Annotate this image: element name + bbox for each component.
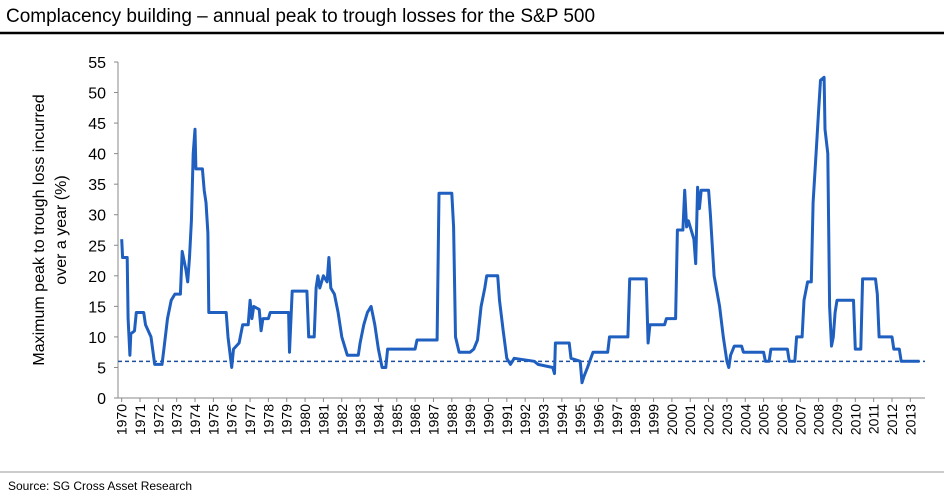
x-tick-label: 1988 [444,404,460,435]
data-line [120,75,920,385]
y-tick-label: 15 [88,299,106,316]
y-tick-label: 0 [97,391,106,408]
source-note: Source: SG Cross Asset Research [8,479,192,493]
y-axis-label: Maximum peak to trough loss incurred [31,94,48,365]
y-tick-label: 30 [88,208,106,225]
x-tick-label: 1987 [425,404,441,435]
y-tick-label: 55 [88,55,106,72]
x-tick-label: 2002 [701,404,717,435]
y-tick-label: 45 [88,116,106,133]
x-tick-label: 1981 [315,404,331,435]
x-tick-label: 2010 [847,404,863,435]
x-tick-label: 2007 [792,404,808,435]
x-tick-label: 1995 [572,404,588,435]
x-tick-label: 1996 [591,404,607,435]
y-tick-label: 5 [97,360,106,377]
x-tick-label: 2003 [719,404,735,435]
x-tick-label: 1973 [169,404,185,435]
y-tick-label: 40 [88,147,106,164]
x-tick-label: 1999 [646,404,662,435]
x-tick-label: 1998 [627,404,643,435]
x-tick-label: 1982 [334,404,350,435]
x-tick-label: 1977 [242,404,258,435]
x-tick-label: 2000 [664,404,680,435]
x-tick-label: 2012 [884,404,900,435]
x-tick-label: 1992 [517,404,533,435]
x-tick-label: 1983 [352,404,368,435]
y-tick-label: 20 [88,269,106,286]
x-tick-label: 1976 [224,404,240,435]
x-tick-label: 1974 [187,404,203,435]
x-tick-label: 2005 [756,404,772,435]
x-tick-label: 1972 [150,404,166,435]
x-tick-label: 1984 [370,404,386,435]
y-tick-label: 25 [88,238,106,255]
x-tick-label: 2009 [829,404,845,435]
x-tick-label: 1991 [499,404,515,435]
x-tick-label: 2011 [866,404,882,434]
x-tick-label: 1985 [389,404,405,435]
y-axis-label: over a year (%) [53,175,70,284]
x-tick-label: 1993 [536,404,552,435]
x-tick-label: 1997 [609,404,625,435]
x-tick-label: 1994 [554,404,570,435]
x-tick-label: 1980 [297,404,313,435]
x-tick-label: 1989 [462,404,478,435]
x-tick-label: 1978 [260,404,276,435]
x-tick-label: 2001 [682,404,698,435]
x-tick-label: 1971 [132,404,148,435]
x-tick-label: 1970 [114,404,130,435]
x-tick-label: 2006 [774,404,790,435]
x-tick-label: 1990 [480,404,496,435]
x-tick-label: 2004 [737,404,753,435]
y-tick-label: 10 [88,330,106,347]
y-tick-label: 35 [88,177,106,194]
x-tick-label: 2013 [902,404,918,435]
chart-title: Complacency building – annual peak to tr… [6,6,595,27]
x-tick-label: 2008 [811,404,827,435]
x-tick-label: 1986 [407,404,423,435]
x-tick-label: 1979 [279,404,295,435]
y-tick-label: 50 [88,86,106,103]
x-tick-label: 1975 [205,404,221,435]
